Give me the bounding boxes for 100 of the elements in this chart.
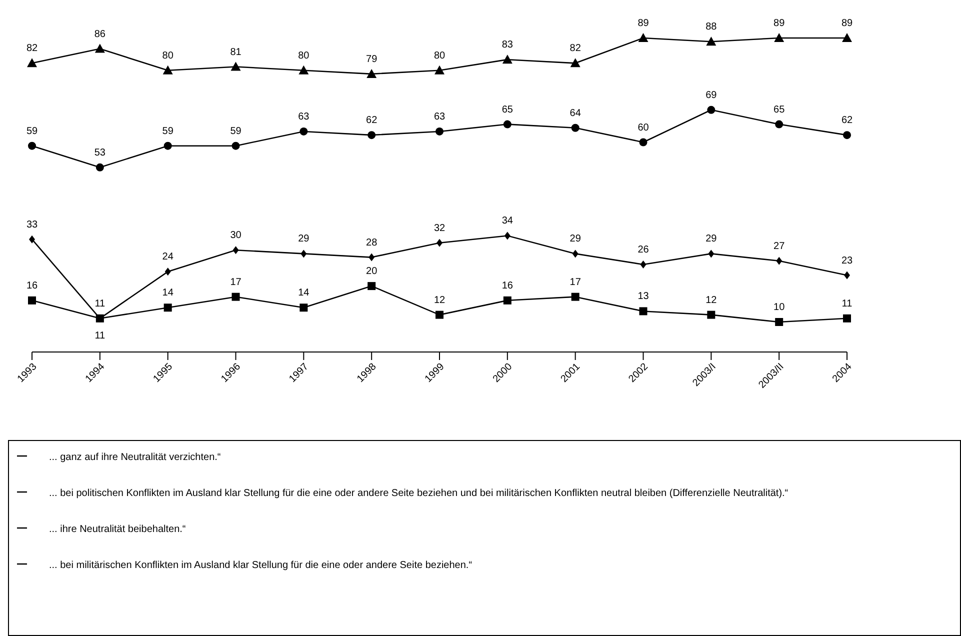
point <box>707 310 716 319</box>
point <box>843 131 851 140</box>
data-label: 29 <box>570 234 582 245</box>
point <box>775 120 784 128</box>
data-label: 83 <box>502 40 514 51</box>
data-label: 65 <box>774 104 786 116</box>
point <box>776 256 782 265</box>
point <box>503 120 512 128</box>
data-label: 62 <box>841 115 853 126</box>
point <box>162 65 173 74</box>
data-label: 89 <box>774 18 786 29</box>
data-label: 86 <box>94 28 106 40</box>
point <box>436 310 444 319</box>
point <box>774 33 784 42</box>
data-label: 14 <box>162 288 174 299</box>
point <box>28 296 36 304</box>
point <box>368 253 375 262</box>
point <box>300 304 308 312</box>
point <box>639 138 648 146</box>
point <box>436 127 444 136</box>
data-label: 34 <box>502 216 514 227</box>
point <box>504 232 510 240</box>
point <box>368 131 376 140</box>
point <box>300 127 308 136</box>
data-label: 26 <box>638 244 650 256</box>
point <box>27 58 37 68</box>
data-label: 23 <box>841 255 853 266</box>
legend-label: ... bei politischen Konflikten im Ausland klar Stellung für die eine oder andere Seite beziehen und bei militärischen Konflikten neutral bleiben (Differenzielle Neutralität).“ <box>48 487 788 501</box>
data-label: 63 <box>298 111 310 122</box>
data-label: 80 <box>162 50 174 62</box>
data-label: 17 <box>570 276 582 288</box>
data-label: 29 <box>706 234 718 245</box>
data-label: 62 <box>366 115 378 126</box>
data-label: 11 <box>94 330 106 342</box>
data-label: 81 <box>230 46 242 58</box>
data-label: 24 <box>162 252 174 263</box>
data-label: 16 <box>502 280 514 292</box>
data-label: 14 <box>298 288 310 299</box>
data-label: 89 <box>841 18 853 29</box>
point <box>368 282 376 290</box>
data-label: 29 <box>298 234 310 245</box>
data-label: 11 <box>842 298 853 310</box>
point <box>502 54 512 64</box>
data-label: 28 <box>366 237 378 248</box>
data-label: 64 <box>570 108 582 119</box>
point <box>96 163 104 172</box>
data-label: 59 <box>162 126 174 137</box>
point <box>436 238 442 247</box>
data-label: 65 <box>502 104 514 116</box>
point <box>28 142 36 150</box>
point <box>164 304 172 312</box>
point <box>164 268 171 276</box>
point <box>571 292 580 301</box>
point <box>434 65 444 74</box>
point <box>639 307 648 316</box>
data-label: 53 <box>94 147 106 158</box>
data-label: 16 <box>26 280 38 292</box>
point <box>844 271 850 280</box>
point <box>230 62 241 71</box>
point <box>707 106 716 114</box>
point <box>232 246 239 254</box>
point <box>29 235 35 244</box>
data-label: 17 <box>230 276 242 288</box>
data-label: 10 <box>774 302 786 313</box>
point <box>708 250 714 258</box>
point <box>572 250 578 258</box>
data-label: 32 <box>434 222 446 234</box>
point <box>503 296 512 304</box>
point <box>775 318 784 326</box>
data-label: 27 <box>774 240 786 252</box>
data-label: 82 <box>570 43 582 54</box>
data-label: 59 <box>230 126 242 137</box>
point <box>94 44 105 53</box>
point <box>570 58 580 68</box>
point <box>300 250 307 258</box>
legend-label: ... bei militärischen Konflikten im Ausland klar Stellung für die eine oder andere Seite beziehen.“ <box>48 559 472 573</box>
data-label: 12 <box>434 294 446 306</box>
data-label: 60 <box>638 122 650 134</box>
data-label: 11 <box>94 298 106 310</box>
data-label: 82 <box>26 43 38 54</box>
data-label: 59 <box>26 126 38 137</box>
point <box>843 314 851 322</box>
data-label: 12 <box>706 294 718 306</box>
point <box>842 33 852 42</box>
point <box>232 292 240 301</box>
data-label: 79 <box>366 54 378 65</box>
data-label: 69 <box>706 90 718 101</box>
data-label: 33 <box>26 219 38 230</box>
data-label: 88 <box>706 22 718 33</box>
data-label: 89 <box>638 18 650 29</box>
data-label: 20 <box>366 266 378 278</box>
point <box>298 65 309 74</box>
data-label: 80 <box>298 50 310 62</box>
legend-label: ... ihre Neutralität beibehalten.“ <box>48 523 186 537</box>
data-label: 13 <box>638 291 650 302</box>
legend-label: ... ganz auf ihre Neutralität verzichten.“ <box>48 451 221 465</box>
point <box>706 36 716 46</box>
data-label: 80 <box>434 50 446 62</box>
point <box>571 124 580 132</box>
point <box>640 260 646 268</box>
